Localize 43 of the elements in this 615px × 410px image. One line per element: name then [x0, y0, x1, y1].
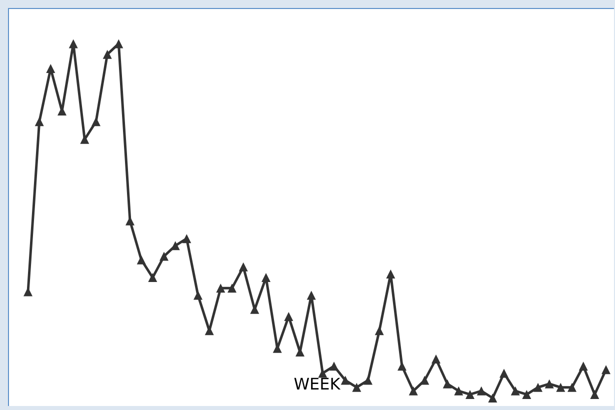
- point: [510, 386, 520, 396]
- point: [568, 382, 576, 392]
- point: [442, 379, 452, 388]
- point: [182, 234, 192, 244]
- point: [216, 284, 226, 293]
- point: [466, 390, 474, 399]
- point: [68, 39, 78, 48]
- point: [250, 304, 260, 314]
- point: [318, 368, 328, 378]
- point: [136, 255, 146, 264]
- point: [160, 252, 168, 261]
- point: [92, 117, 100, 126]
- point: [476, 386, 486, 396]
- point: [578, 362, 588, 371]
- point: [408, 386, 418, 396]
- point: [228, 284, 236, 293]
- point: [238, 262, 248, 272]
- point: [330, 362, 338, 371]
- point: [148, 273, 158, 282]
- point: [488, 394, 498, 402]
- point: [34, 117, 44, 126]
- point: [454, 386, 464, 396]
- point: [46, 64, 56, 74]
- point: [340, 376, 350, 385]
- point: [102, 50, 112, 59]
- point: [432, 354, 440, 364]
- point: [522, 390, 532, 399]
- point: [398, 362, 406, 371]
- point: [306, 290, 316, 300]
- point: [386, 270, 396, 278]
- point: [284, 312, 294, 322]
- point: [602, 365, 610, 374]
- point: [262, 273, 270, 282]
- point: [352, 382, 362, 392]
- point: [364, 376, 372, 385]
- point: [590, 390, 600, 399]
- point: [374, 326, 384, 336]
- point: [556, 382, 566, 392]
- point: [544, 379, 554, 388]
- point: [194, 290, 202, 300]
- x-axis-title: WEEK: [294, 374, 341, 394]
- point: [534, 382, 542, 392]
- point: [500, 368, 508, 378]
